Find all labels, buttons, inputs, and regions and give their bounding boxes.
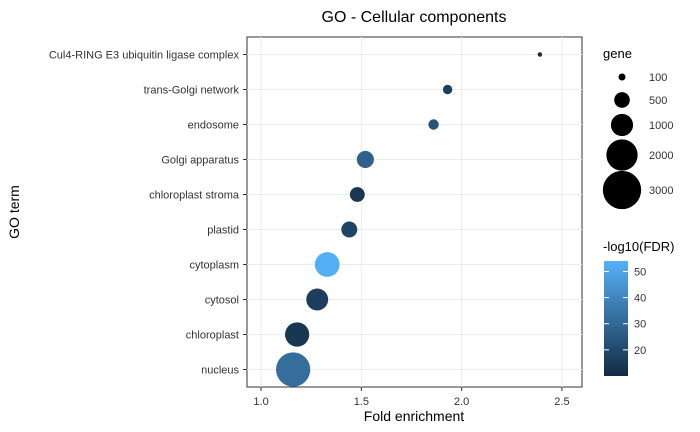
y-tick-label: plastid (207, 225, 239, 237)
size-legend-key (602, 170, 642, 210)
axis-ticks: 1.0 1.5 2.0 2.5 Cul4-RING E3 ubiquitin ligas… (49, 50, 570, 409)
x-tick-label: 1.5 (354, 396, 369, 408)
size-legend-label: 1000 (649, 120, 673, 132)
data-point (341, 221, 358, 238)
data-point (442, 84, 453, 95)
size-legend-label: 2000 (649, 150, 673, 162)
data-point (285, 322, 310, 347)
size-legend: 100 500 1000 2000 3000 (602, 72, 673, 210)
data-point (314, 252, 340, 277)
x-tick-label: 2.5 (554, 396, 569, 408)
color-legend-label: 40 (634, 293, 646, 305)
size-legend-key (614, 92, 630, 108)
color-bar (604, 261, 628, 376)
color-legend-label: 50 (634, 266, 646, 278)
size-legend-label: 500 (649, 95, 667, 107)
y-tick-label: cytoplasm (189, 260, 239, 272)
data-point (349, 187, 365, 202)
size-legend-title: gene (603, 46, 632, 61)
y-tick-label: chloroplast stroma (149, 190, 240, 202)
y-tick-label: nucleus (201, 365, 239, 377)
y-tick-label: endosome (188, 120, 239, 132)
color-legend: 20 30 40 50 (604, 266, 646, 357)
data-point (275, 352, 311, 387)
y-axis-title: GO term (6, 185, 22, 239)
y-tick-label: trans-Golgi network (144, 85, 240, 97)
x-tick-label: 2.0 (454, 396, 469, 408)
color-legend-title: -log10(FDR) (603, 239, 675, 254)
y-tick-label: chloroplast (186, 330, 239, 342)
color-legend-label: 20 (634, 345, 646, 357)
data-point (537, 52, 543, 57)
size-legend-key (606, 139, 638, 171)
color-legend-label: 30 (634, 319, 646, 331)
x-tick-label: 1.0 (253, 396, 268, 408)
size-legend-label: 100 (649, 72, 667, 84)
data-point (356, 150, 374, 169)
y-tick-label: Cul4-RING E3 ubiquitin ligase complex (49, 50, 240, 62)
chart-title: GO - Cellular components (322, 9, 507, 26)
y-tick-label: cytosol (205, 295, 239, 307)
data-point (306, 288, 329, 311)
size-legend-key (618, 73, 626, 81)
size-legend-key (610, 113, 634, 137)
x-axis-title: Fold enrichment (364, 408, 464, 424)
data-point (428, 119, 439, 130)
size-legend-label: 3000 (649, 185, 673, 197)
data-points (275, 52, 543, 387)
y-tick-label: Golgi apparatus (161, 155, 239, 167)
